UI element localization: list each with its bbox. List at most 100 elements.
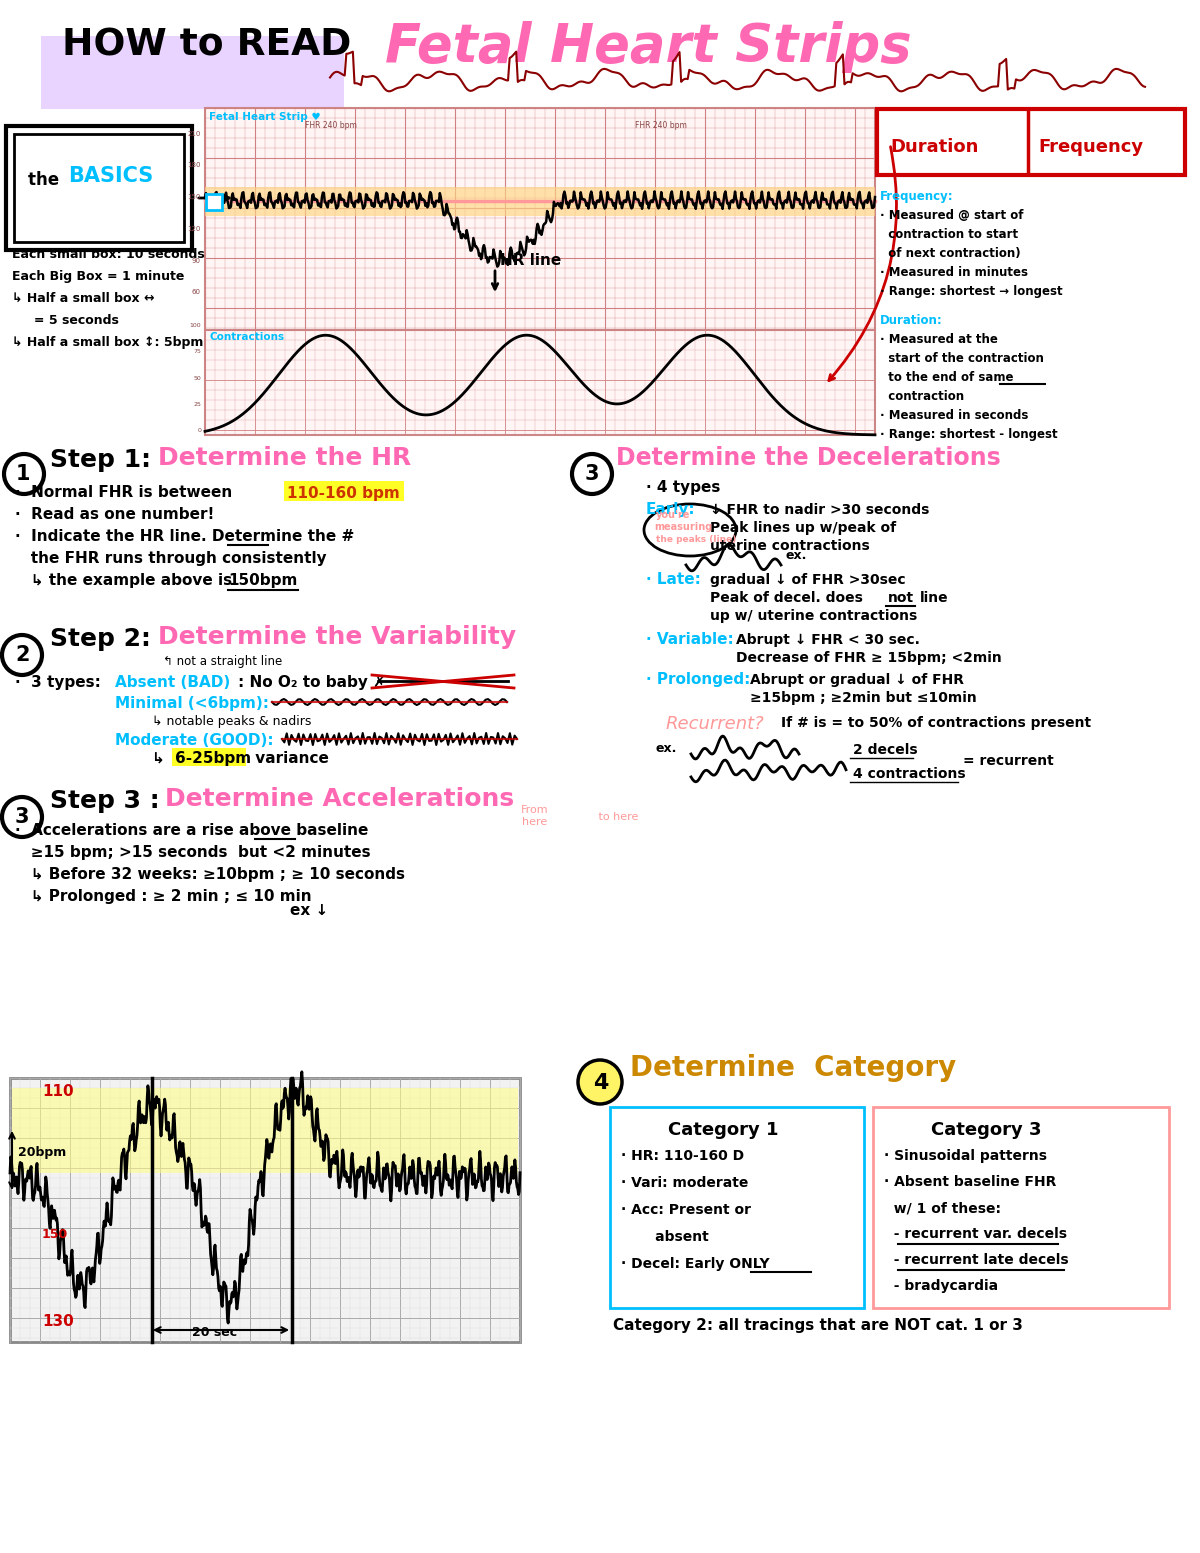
Circle shape — [578, 1061, 622, 1104]
Text: 110-160 bpm: 110-160 bpm — [287, 486, 400, 502]
Text: ·  Indicate the HR line. Determine the #: · Indicate the HR line. Determine the # — [14, 530, 354, 544]
Text: 150: 150 — [187, 194, 202, 200]
Text: 25: 25 — [193, 402, 202, 407]
Text: · Variable:: · Variable: — [646, 632, 733, 648]
Text: HOW to READ: HOW to READ — [62, 26, 352, 64]
Text: 4: 4 — [593, 1073, 608, 1093]
Text: 2: 2 — [14, 644, 30, 665]
Text: 120: 120 — [187, 225, 202, 231]
Text: contraction: contraction — [880, 390, 964, 402]
Text: up w/ uterine contractions: up w/ uterine contractions — [710, 609, 917, 623]
Text: FHR 240 bpm: FHR 240 bpm — [305, 121, 356, 130]
Text: · Measured in seconds: · Measured in seconds — [880, 408, 1028, 422]
FancyBboxPatch shape — [206, 194, 222, 210]
Text: to the end of same: to the end of same — [880, 371, 1014, 384]
Text: If # is = to 50% of contractions present: If # is = to 50% of contractions present — [781, 716, 1091, 730]
Text: Peak of decel. does: Peak of decel. does — [710, 592, 868, 606]
Text: Duration:: Duration: — [880, 314, 943, 328]
Text: 1: 1 — [16, 464, 30, 485]
Text: : No O₂ to baby ✗: : No O₂ to baby ✗ — [238, 676, 386, 690]
Text: 150: 150 — [42, 1228, 68, 1241]
Text: Recurrent?: Recurrent? — [666, 714, 764, 733]
Text: ·  3 types:: · 3 types: — [14, 676, 101, 690]
Text: · Late:: · Late: — [646, 572, 701, 587]
Text: of next contraction): of next contraction) — [880, 247, 1021, 259]
Text: ↰ not a straight line: ↰ not a straight line — [163, 655, 282, 668]
Text: 0: 0 — [197, 429, 202, 433]
Text: the peaks (line): the peaks (line) — [656, 534, 737, 544]
FancyBboxPatch shape — [14, 134, 184, 242]
Text: Determine the HR: Determine the HR — [158, 446, 412, 471]
Text: Determine  Category: Determine Category — [630, 1054, 956, 1082]
Text: 3: 3 — [14, 808, 30, 828]
Text: 60: 60 — [192, 289, 202, 295]
Text: gradual ↓ of FHR >30sec: gradual ↓ of FHR >30sec — [710, 573, 906, 587]
Text: - recurrent var. decels: - recurrent var. decels — [884, 1227, 1067, 1241]
FancyBboxPatch shape — [205, 109, 875, 329]
Text: 100: 100 — [190, 323, 202, 328]
Text: measuring: measuring — [654, 522, 713, 533]
Text: · 4 types: · 4 types — [646, 480, 720, 495]
Text: = recurrent: = recurrent — [964, 755, 1054, 769]
Text: Determine Accelerations: Determine Accelerations — [166, 787, 514, 811]
Text: 50: 50 — [193, 376, 202, 380]
Text: Step 1:: Step 1: — [50, 447, 151, 472]
Text: ↳ Half a small box ↔: ↳ Half a small box ↔ — [12, 292, 155, 304]
Text: Absent (BAD): Absent (BAD) — [115, 676, 230, 690]
Text: Fetal Heart Strips: Fetal Heart Strips — [385, 22, 912, 73]
Text: Each small box: 10 seconds: Each small box: 10 seconds — [12, 248, 205, 261]
Text: Step 3 :: Step 3 : — [50, 789, 160, 814]
Text: Abrupt ↓ FHR < 30 sec.: Abrupt ↓ FHR < 30 sec. — [736, 634, 920, 648]
Text: ↳ the example above is: ↳ the example above is — [14, 573, 238, 589]
Text: · Prolonged:: · Prolonged: — [646, 672, 750, 686]
FancyBboxPatch shape — [205, 188, 875, 216]
Text: Abrupt or gradual ↓ of FHR: Abrupt or gradual ↓ of FHR — [750, 672, 964, 686]
Text: 180: 180 — [187, 163, 202, 168]
Text: absent: absent — [622, 1230, 709, 1244]
Text: 110: 110 — [42, 1084, 73, 1100]
Text: Category 2: all tracings that are NOT cat. 1 or 3: Category 2: all tracings that are NOT ca… — [613, 1318, 1022, 1332]
Text: ↳ Before 32 weeks: ≥10bpm ; ≥ 10 seconds: ↳ Before 32 weeks: ≥10bpm ; ≥ 10 seconds — [14, 867, 406, 882]
Text: ≥15 bpm; >15 seconds  but <2 minutes: ≥15 bpm; >15 seconds but <2 minutes — [14, 845, 371, 860]
Text: Frequency:: Frequency: — [880, 189, 954, 203]
Text: - recurrent late decels: - recurrent late decels — [884, 1253, 1069, 1267]
Text: ·  Normal FHR is between: · Normal FHR is between — [14, 485, 238, 500]
FancyBboxPatch shape — [284, 481, 404, 502]
Text: Decrease of FHR ≥ 15bpm; <2min: Decrease of FHR ≥ 15bpm; <2min — [736, 651, 1002, 665]
Text: Category 3: Category 3 — [931, 1121, 1042, 1138]
Text: ↓ FHR to nadir >30 seconds: ↓ FHR to nadir >30 seconds — [710, 503, 929, 517]
Text: · Range: shortest - longest: · Range: shortest - longest — [880, 429, 1057, 441]
Text: · Sinusoidal patterns: · Sinusoidal patterns — [884, 1149, 1046, 1163]
Text: Frequency: Frequency — [1038, 138, 1144, 155]
FancyBboxPatch shape — [12, 1089, 518, 1173]
Text: contraction to start: contraction to start — [880, 228, 1018, 241]
FancyBboxPatch shape — [6, 126, 192, 250]
Text: Minimal (<6bpm):: Minimal (<6bpm): — [115, 696, 269, 711]
Text: - bradycardia: - bradycardia — [884, 1280, 998, 1294]
FancyBboxPatch shape — [205, 329, 875, 435]
Text: start of the contraction: start of the contraction — [880, 353, 1044, 365]
Text: uterine contractions: uterine contractions — [710, 539, 870, 553]
Text: 3: 3 — [586, 464, 600, 485]
Text: Category 1: Category 1 — [668, 1121, 779, 1138]
Text: ↳ Half a small box ↕: 5bpm: ↳ Half a small box ↕: 5bpm — [12, 335, 203, 349]
FancyBboxPatch shape — [877, 109, 1186, 175]
FancyBboxPatch shape — [10, 1078, 520, 1342]
Text: HR line: HR line — [500, 253, 562, 269]
FancyBboxPatch shape — [172, 749, 246, 766]
Text: Peak lines up w/peak of: Peak lines up w/peak of — [710, 520, 896, 534]
Text: · Acc: Present or: · Acc: Present or — [622, 1204, 751, 1218]
FancyBboxPatch shape — [874, 1107, 1169, 1308]
Text: to here: to here — [595, 812, 638, 822]
Text: 130: 130 — [42, 1314, 73, 1329]
FancyBboxPatch shape — [610, 1107, 864, 1308]
Text: Moderate (GOOD):: Moderate (GOOD): — [115, 733, 274, 749]
Text: · Vari: moderate: · Vari: moderate — [622, 1176, 749, 1190]
Text: variance: variance — [250, 752, 329, 766]
Text: ex.: ex. — [786, 550, 808, 562]
Text: 20bpm: 20bpm — [18, 1146, 66, 1159]
Text: BASICS: BASICS — [68, 166, 154, 186]
Text: line: line — [920, 592, 949, 606]
Text: ≥15bpm ; ≥2min but ≤10min: ≥15bpm ; ≥2min but ≤10min — [750, 691, 977, 705]
Text: w/ 1 of these:: w/ 1 of these: — [884, 1200, 1001, 1214]
